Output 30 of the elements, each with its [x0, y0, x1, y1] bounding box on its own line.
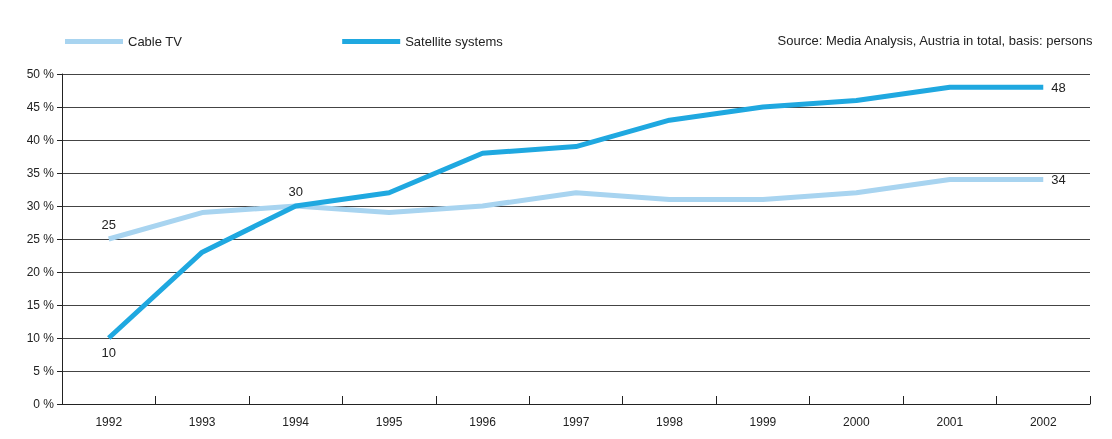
y-tick-label: 5 % — [33, 364, 55, 378]
data-label: 30 — [288, 184, 303, 199]
x-tick-label: 1996 — [469, 415, 497, 429]
x-tick-label: 2000 — [843, 415, 871, 429]
x-tick-label: 1992 — [95, 415, 123, 429]
data-label: 48 — [1051, 79, 1066, 95]
x-tick-label: 2002 — [1029, 415, 1057, 429]
x-tick-label: 1999 — [749, 415, 777, 429]
source-note: Source: Media Analysis, Austria in total, basis: persons — [777, 33, 1094, 48]
y-tick-label: 20 % — [26, 265, 55, 279]
legend-label: Satellite systems — [405, 34, 504, 49]
data-label: 34 — [1051, 172, 1066, 188]
y-tick-label: 40 % — [26, 133, 55, 147]
x-tick-label: 1993 — [188, 415, 216, 429]
y-tick-label: 35 % — [26, 166, 55, 180]
x-tick-label: 1994 — [282, 415, 310, 429]
y-tick-label: 10 % — [26, 331, 55, 345]
y-tick-label: 50 % — [26, 67, 55, 81]
data-label: 10 — [101, 345, 116, 360]
legend-label: Cable TV — [128, 34, 183, 49]
x-tick-label: 1997 — [562, 415, 590, 429]
y-tick-label: 15 % — [26, 298, 55, 312]
y-tick-label: 0 % — [33, 397, 55, 411]
data-label: 25 — [101, 217, 116, 232]
y-tick-label: 45 % — [26, 100, 55, 114]
y-tick-label: 25 % — [26, 232, 55, 246]
x-tick-label: 2001 — [936, 415, 964, 429]
x-tick-label: 1995 — [375, 415, 403, 429]
x-tick-label: 1998 — [656, 415, 684, 429]
y-tick-label: 30 % — [26, 199, 55, 213]
